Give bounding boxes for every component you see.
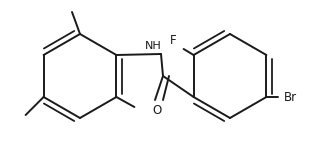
Text: NH: NH	[145, 41, 162, 51]
Text: Br: Br	[284, 90, 297, 104]
Text: F: F	[170, 35, 177, 47]
Text: O: O	[152, 105, 162, 117]
